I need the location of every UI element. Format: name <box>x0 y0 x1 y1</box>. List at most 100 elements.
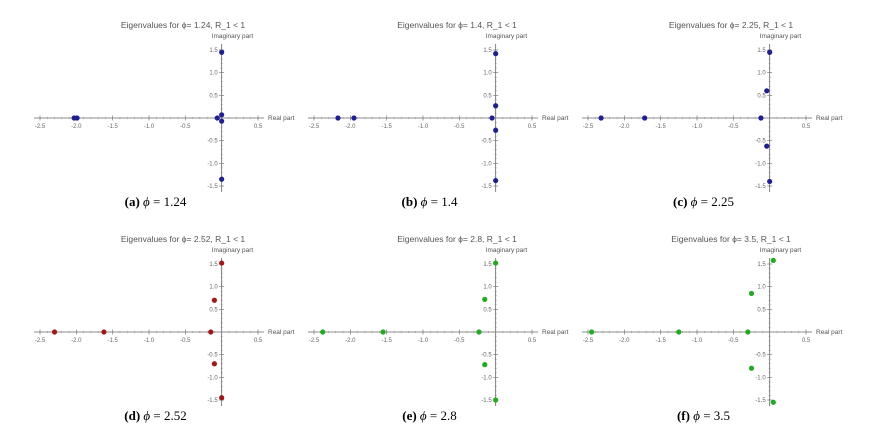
eigenvalue-point <box>493 397 499 403</box>
x-tick-label: -1.0 <box>418 338 429 344</box>
caption-phi: ϕ <box>419 408 427 423</box>
eigenvalue-point <box>489 115 495 121</box>
eigenvalue-point <box>493 260 499 266</box>
y-tick-label: -1.5 <box>755 184 766 190</box>
x-tick-label: -0.5 <box>180 124 191 130</box>
caption-a: (a) ϕ = 1.24 <box>18 194 293 210</box>
eigenvalue-point <box>219 112 225 118</box>
eigenvalue-point <box>770 399 776 405</box>
y-tick-label: -0.5 <box>481 139 492 145</box>
y-tick-label: -0.5 <box>755 353 766 359</box>
x-tick-label: -2.5 <box>35 124 46 130</box>
chart-title: Eigenvalues for ϕ= 2.52, R_1 < 1 <box>121 234 246 244</box>
eigenvalue-point <box>589 329 595 335</box>
x-tick-label: -2.5 <box>309 124 320 130</box>
y-tick-label: -0.5 <box>755 139 766 145</box>
y-tick-label: 1.5 <box>209 48 218 54</box>
caption-value: = 2.8 <box>429 408 457 423</box>
y-tick-label: 1.0 <box>209 71 218 77</box>
x-tick-label: -1.5 <box>655 124 666 130</box>
caption-value: = 2.25 <box>700 194 734 209</box>
y-axis-label: Imaginary part <box>212 247 254 254</box>
y-tick-label: -1.5 <box>481 184 492 190</box>
y-axis-label: Imaginary part <box>486 33 528 40</box>
eigenvalue-point <box>764 143 770 149</box>
x-tick-label: -1.0 <box>418 124 429 130</box>
y-tick-label: 0.5 <box>757 307 766 313</box>
panel-c: Eigenvalues for ϕ= 2.25, R_1 < 1 Real par… <box>566 8 843 218</box>
panel-e: Eigenvalues for ϕ= 2.8, R_1 < 1 Real part… <box>292 222 569 432</box>
x-tick-label: -1.0 <box>144 124 155 130</box>
y-tick-label: -1.5 <box>207 184 218 190</box>
eigenvalue-point <box>493 51 499 57</box>
y-tick-label: 1.0 <box>757 285 766 291</box>
panel-a: Eigenvalues for ϕ= 1.24, R_1 < 1 Real par… <box>18 8 295 218</box>
y-tick-label: -1.0 <box>207 375 218 381</box>
y-tick-label: -0.5 <box>207 139 218 145</box>
eigenvalue-point <box>493 127 499 133</box>
eigenvalue-point <box>211 361 217 367</box>
x-tick-label: -2.0 <box>619 124 630 130</box>
caption-label: (f) <box>676 408 690 423</box>
y-tick-label: -1.5 <box>481 398 492 404</box>
x-axis-label: Real part <box>542 115 569 122</box>
y-tick-label: 1.5 <box>757 48 766 54</box>
caption-phi: ϕ <box>690 194 698 209</box>
eigenvalue-point <box>74 115 80 121</box>
y-tick-label: 1.0 <box>209 285 218 291</box>
x-tick-label: -2.5 <box>583 124 594 130</box>
y-tick-label: 0.5 <box>483 307 492 313</box>
caption-value: = 2.52 <box>153 408 187 423</box>
panel-b: Eigenvalues for ϕ= 1.4, R_1 < 1 Real part… <box>292 8 569 218</box>
x-tick-label: -0.5 <box>454 338 465 344</box>
y-tick-label: 1.0 <box>757 71 766 77</box>
x-tick-label: 0.5 <box>254 338 263 344</box>
eigenvalue-point <box>767 49 773 55</box>
x-tick-label: -1.0 <box>692 124 703 130</box>
y-axis-label: Imaginary part <box>760 247 802 254</box>
caption-label: (e) <box>402 408 417 423</box>
x-tick-label: 0.5 <box>254 124 263 130</box>
eigenvalue-point <box>770 257 776 263</box>
x-tick-label: -1.0 <box>144 338 155 344</box>
x-tick-label: -2.5 <box>583 338 594 344</box>
eigenvalue-point <box>335 115 341 121</box>
y-tick-label: -0.5 <box>481 353 492 359</box>
y-axis-label: Imaginary part <box>486 247 528 254</box>
eigenvalue-point <box>493 103 499 109</box>
x-tick-label: -1.0 <box>692 338 703 344</box>
eigenvalue-point <box>748 290 755 297</box>
eigenvalue-point <box>320 329 326 335</box>
caption-f: (f) ϕ = 3.5 <box>566 408 841 424</box>
eigenvalue-point <box>101 329 107 335</box>
eigenvalue-point <box>476 329 482 335</box>
chart-title: Eigenvalues for ϕ= 2.8, R_1 < 1 <box>397 234 517 244</box>
y-tick-label: -1.0 <box>755 375 766 381</box>
caption-phi: ϕ <box>143 194 150 209</box>
x-tick-label: -1.5 <box>107 338 118 344</box>
eigenvalue-point <box>219 395 225 401</box>
eigenvalue-plot-f: Eigenvalues for ϕ= 3.5, R_1 < 1 Real part… <box>582 234 843 406</box>
x-tick-label: -1.5 <box>381 124 392 130</box>
y-axis-label: Imaginary part <box>760 33 802 40</box>
caption-b: (b) ϕ = 1.4 <box>292 194 567 210</box>
x-tick-label: -0.5 <box>728 124 739 130</box>
x-tick-label: 0.5 <box>528 124 537 130</box>
x-tick-label: 0.5 <box>802 124 811 130</box>
panel-f: Eigenvalues for ϕ= 3.5, R_1 < 1 Real part… <box>566 222 843 432</box>
x-axis-label: Real part <box>816 115 843 122</box>
chart-title: Eigenvalues for ϕ= 1.4, R_1 < 1 <box>397 20 517 30</box>
eigenvalue-point <box>758 115 764 121</box>
eigenvalue-plot-c: Eigenvalues for ϕ= 2.25, R_1 < 1 Real par… <box>582 20 843 192</box>
x-tick-label: -2.0 <box>619 338 630 344</box>
y-axis-label: Imaginary part <box>212 33 254 40</box>
eigenvalue-point <box>51 329 58 335</box>
x-tick-label: -1.5 <box>107 124 118 130</box>
x-tick-label: -1.5 <box>655 338 666 344</box>
x-tick-label: -2.0 <box>71 124 82 130</box>
caption-e: (e) ϕ = 2.8 <box>292 408 567 424</box>
x-axis-label: Real part <box>816 329 843 336</box>
eigenvalue-point <box>598 115 604 121</box>
y-tick-label: 1.5 <box>483 262 492 268</box>
caption-value: = 1.24 <box>153 194 187 209</box>
